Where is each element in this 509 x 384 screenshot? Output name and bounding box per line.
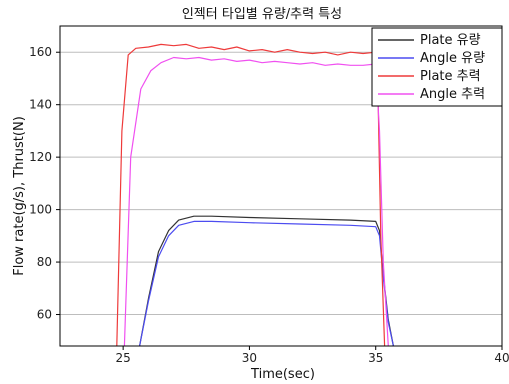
y-ticks: 60 80 100 120 140 160 [29, 45, 60, 322]
series-line-4 [123, 56, 389, 346]
legend-label: Plate 추력 [420, 69, 481, 84]
x-tick-label: 40 [494, 351, 509, 365]
series-layer [116, 43, 394, 346]
x-tick-label: 25 [116, 351, 131, 365]
legend-label: Angle 유량 [420, 51, 485, 66]
legend-label: Plate 유량 [420, 33, 481, 48]
y-tick-label: 100 [29, 203, 52, 217]
x-tick-label: 35 [368, 351, 383, 365]
y-axis-label: Flow rate(g/s), Thrust(N) [12, 116, 27, 276]
y-tick-label: 160 [29, 45, 52, 59]
y-tick-label: 120 [29, 150, 52, 164]
series-line-2 [139, 220, 394, 346]
series-line-3 [116, 43, 386, 346]
legend-box [371, 27, 503, 107]
x-axis-label: Time(sec) [250, 367, 315, 382]
plot-frame [59, 25, 503, 347]
y-tick-label: 60 [37, 308, 52, 322]
x-tick-label: 30 [242, 351, 257, 365]
y-tick-label: 80 [37, 255, 52, 269]
x-ticks: 25 30 35 40 [116, 346, 509, 365]
legend: Plate 유량 Angle 유량 Plate 추력 Angle 추력 [371, 27, 503, 107]
series-line-1 [139, 215, 394, 346]
grid [60, 51, 502, 316]
y-tick-label: 140 [29, 98, 52, 112]
legend-label: Angle 추력 [420, 87, 485, 102]
chart-title: 인젝터 타입별 유량/추력 특성 [182, 7, 342, 22]
